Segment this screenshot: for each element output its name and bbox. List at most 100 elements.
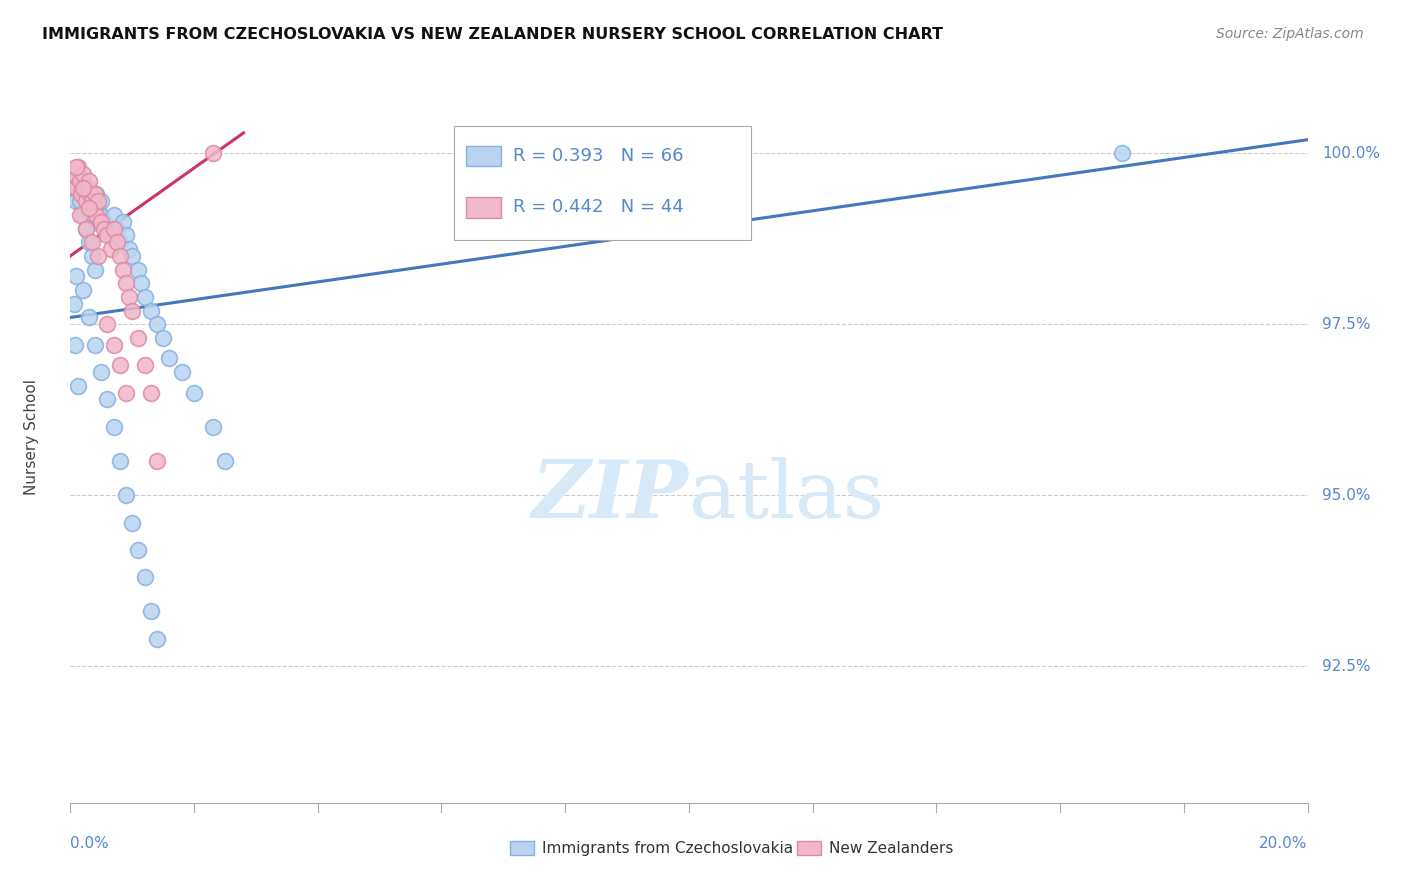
Point: [157, 351, 180, 366]
Point: [118, 242, 141, 256]
Point: [201, 146, 224, 161]
Point: [131, 277, 153, 291]
FancyBboxPatch shape: [509, 841, 534, 855]
Point: [152, 331, 174, 345]
Text: 20.0%: 20.0%: [1260, 836, 1308, 851]
Point: [69, 180, 91, 194]
Point: [65, 269, 87, 284]
Point: [103, 338, 125, 352]
Point: [70, 187, 93, 202]
Point: [103, 208, 125, 222]
Text: IMMIGRANTS FROM CZECHOSLOVAKIA VS NEW ZEALANDER NURSERY SCHOOL CORRELATION CHART: IMMIGRANTS FROM CZECHOSLOVAKIA VS NEW ZE…: [42, 27, 943, 42]
Text: Source: ZipAtlas.com: Source: ZipAtlas.com: [1216, 27, 1364, 41]
Point: [127, 262, 149, 277]
Point: [93, 221, 115, 235]
Point: [105, 235, 128, 250]
Point: [89, 208, 111, 222]
Point: [75, 194, 97, 209]
Point: [66, 167, 89, 181]
Point: [100, 242, 122, 256]
Point: [84, 208, 107, 222]
Point: [80, 235, 103, 250]
Point: [146, 318, 169, 332]
Point: [183, 385, 205, 400]
Point: [65, 338, 87, 352]
Point: [69, 194, 91, 209]
Point: [65, 180, 87, 194]
Point: [65, 167, 87, 181]
Point: [83, 201, 105, 215]
Point: [121, 303, 143, 318]
Point: [134, 570, 156, 584]
Point: [139, 303, 162, 318]
Point: [1111, 146, 1133, 161]
Point: [70, 187, 93, 202]
Point: [105, 221, 128, 235]
Point: [72, 208, 94, 222]
Point: [84, 187, 107, 202]
Point: [62, 174, 84, 188]
Point: [146, 632, 169, 646]
Point: [170, 365, 193, 379]
Text: 97.5%: 97.5%: [1323, 317, 1371, 332]
Point: [72, 283, 94, 297]
Text: atlas: atlas: [689, 457, 884, 534]
Text: 100.0%: 100.0%: [1323, 146, 1381, 161]
Point: [76, 180, 98, 194]
Text: Immigrants from Czechoslovakia: Immigrants from Czechoslovakia: [541, 840, 793, 855]
Point: [65, 180, 87, 194]
Point: [80, 194, 103, 209]
FancyBboxPatch shape: [454, 126, 751, 240]
Point: [87, 201, 110, 215]
Text: ZIP: ZIP: [531, 457, 689, 534]
Point: [77, 201, 100, 215]
Text: 95.0%: 95.0%: [1323, 488, 1371, 503]
Point: [127, 331, 149, 345]
Point: [214, 454, 236, 468]
Point: [103, 221, 125, 235]
Text: New Zealanders: New Zealanders: [828, 840, 953, 855]
Point: [69, 174, 91, 188]
Point: [75, 221, 97, 235]
Text: Nursery School: Nursery School: [24, 379, 39, 495]
Point: [201, 420, 224, 434]
Point: [90, 365, 112, 379]
Point: [66, 160, 89, 174]
Point: [111, 262, 134, 277]
Point: [115, 385, 138, 400]
Point: [75, 187, 97, 202]
Point: [84, 215, 107, 229]
Text: R = 0.393   N = 66: R = 0.393 N = 66: [513, 147, 683, 165]
Point: [108, 249, 131, 263]
Point: [73, 180, 96, 194]
Point: [87, 194, 110, 209]
Point: [134, 359, 156, 373]
Point: [77, 174, 100, 188]
Point: [93, 215, 115, 229]
Point: [139, 604, 162, 618]
Text: R = 0.442   N = 44: R = 0.442 N = 44: [513, 198, 683, 217]
Point: [80, 249, 103, 263]
FancyBboxPatch shape: [467, 197, 501, 218]
Point: [79, 187, 101, 202]
FancyBboxPatch shape: [797, 841, 821, 855]
Point: [87, 249, 110, 263]
Text: 0.0%: 0.0%: [70, 836, 110, 851]
FancyBboxPatch shape: [467, 146, 501, 167]
Point: [90, 215, 112, 229]
Point: [72, 167, 94, 181]
Point: [146, 454, 169, 468]
Point: [134, 290, 156, 304]
Point: [65, 174, 87, 188]
Point: [127, 542, 149, 557]
Point: [115, 228, 138, 243]
Point: [65, 194, 87, 209]
Point: [79, 208, 101, 222]
Point: [84, 187, 107, 202]
Point: [111, 215, 134, 229]
Point: [118, 290, 141, 304]
Point: [72, 180, 94, 194]
Point: [121, 516, 143, 530]
Point: [96, 228, 118, 243]
Point: [84, 262, 107, 277]
